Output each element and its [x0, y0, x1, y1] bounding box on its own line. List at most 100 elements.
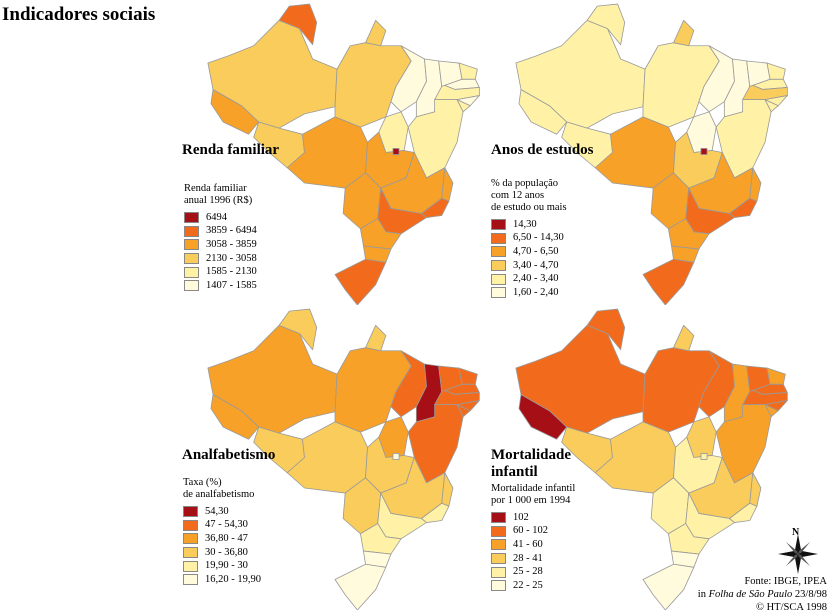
- state-ba: [407, 404, 464, 484]
- state-rs: [334, 563, 387, 610]
- legend-label: 22 - 25: [513, 579, 543, 591]
- state-group: [515, 3, 788, 305]
- legend-swatch: [183, 547, 198, 559]
- state-ap: [365, 324, 387, 352]
- legend-swatch: [491, 287, 506, 299]
- state-group: [207, 3, 480, 305]
- legend-title: % da população com 12 anos de estudo ou …: [491, 178, 567, 213]
- panel-title-renda-familiar: Renda familiar: [182, 142, 280, 158]
- legend-item: 16,20 - 19,90: [183, 573, 261, 587]
- legend-item: 3058 - 3859: [184, 238, 257, 252]
- legend-label: 1,60 - 2,40: [513, 286, 559, 298]
- legend-label: 2130 - 3058: [206, 252, 257, 264]
- page-title: Indicadores sociais: [2, 4, 156, 25]
- legend-item: 4,70 - 6,50: [491, 245, 567, 259]
- map-anos-de-estudos: [515, 3, 788, 305]
- legend-swatch: [491, 553, 506, 565]
- legend-swatch: [183, 533, 198, 545]
- legend-swatch: [491, 580, 506, 592]
- legend-label: 3859 - 6494: [206, 225, 257, 237]
- legend-swatch: [184, 280, 199, 292]
- legend-label: 25 - 28: [513, 566, 543, 578]
- legend-item: 2130 - 3058: [184, 252, 257, 266]
- state-ap: [673, 19, 695, 47]
- legend-swatch: [184, 225, 199, 237]
- legend-item: 25 - 28: [491, 565, 575, 579]
- legend-label: 6494: [206, 211, 227, 223]
- legend-swatch: [183, 560, 198, 572]
- legend-title: Mortalidade infantil por 1 000 em 1994: [491, 483, 576, 506]
- legend-item: 28 - 41: [491, 552, 575, 566]
- legend-item: 3859 - 6494: [184, 225, 257, 239]
- state-df: [392, 453, 400, 460]
- legend-swatch: [183, 506, 198, 518]
- legend-item: 2,40 - 3,40: [491, 272, 567, 286]
- map-analfabetismo: [207, 308, 480, 610]
- state-rr: [278, 3, 318, 46]
- state-ap: [673, 324, 695, 352]
- legend-swatch: [184, 253, 199, 265]
- state-rr: [278, 308, 318, 351]
- state-rn: [458, 62, 478, 80]
- legend-item: 1,60 - 2,40: [491, 286, 567, 300]
- legend-anos-de-estudos: % da população com 12 anos de estudo ou …: [491, 178, 567, 300]
- legend-swatch: [491, 566, 506, 578]
- source-line: Fonte: IBGE, IPEA: [744, 576, 827, 587]
- legend-swatch: [491, 512, 506, 524]
- state-ba: [715, 99, 772, 179]
- legend-label: 3058 - 3859: [206, 238, 257, 250]
- map-mortalidade-infantil: [515, 308, 788, 610]
- source-publication: Folha de São Paulo: [708, 589, 793, 600]
- legend-item: 41 - 60: [491, 538, 575, 552]
- legend-swatch: [491, 525, 506, 537]
- source-prefix: in: [697, 589, 709, 600]
- panel-title-mortalidade-infantil: Mortalidade infantil: [491, 447, 571, 480]
- legend-title: Taxa (%) de analfabetismo: [183, 477, 255, 500]
- legend-item: 1585 - 2130: [184, 265, 257, 279]
- state-ap: [365, 19, 387, 47]
- legend-item: 6494: [184, 211, 257, 225]
- legend-label: 36,80 - 47: [205, 532, 248, 544]
- state-rr: [586, 3, 626, 46]
- source-credit: Fonte: IBGE, IPEA in Folha de São Paulo …: [698, 575, 827, 614]
- legend-label: 16,20 - 19,90: [205, 573, 261, 585]
- state-df: [392, 148, 400, 155]
- legend-label: 47 - 54,30: [205, 519, 248, 531]
- legend-label: 102: [513, 511, 529, 523]
- legend-analfabetismo: Taxa (%) de analfabetismo 54,30 47 - 54,…: [183, 477, 261, 587]
- legend-label: 6,50 - 14,30: [513, 232, 564, 244]
- legend-label: 1407 - 1585: [206, 279, 257, 291]
- legend-swatch: [491, 232, 506, 244]
- legend-item: 19,90 - 30: [183, 559, 261, 573]
- legend-label: 14,30: [513, 218, 537, 230]
- legend-label: 3,40 - 4,70: [513, 259, 559, 271]
- source-line: in Folha de São Paulo 23/8/98: [698, 588, 827, 601]
- legend-item: 54,30: [183, 505, 261, 519]
- legend-label: 28 - 41: [513, 552, 543, 564]
- legend-swatch: [491, 273, 506, 285]
- legend-swatch: [184, 239, 199, 251]
- legend-label: 1585 - 2130: [206, 266, 257, 278]
- legend-swatch: [491, 219, 506, 231]
- legend-item: 3,40 - 4,70: [491, 259, 567, 273]
- legend-item: 36,80 - 47: [183, 532, 261, 546]
- state-ba: [715, 404, 772, 484]
- state-group: [515, 308, 788, 610]
- panel-title-anos-de-estudos: Anos de estudos: [491, 142, 594, 158]
- map-renda-familiar: [207, 3, 480, 305]
- legend-mortalidade-infantil: Mortalidade infantil por 1 000 em 1994 1…: [491, 483, 575, 593]
- source-date: 23/8/98: [792, 589, 827, 600]
- source-line: © HT/SCA 1998: [756, 602, 827, 613]
- panel-title-analfabetismo: Analfabetismo: [182, 447, 276, 463]
- state-rn: [766, 367, 786, 385]
- legend-swatch: [491, 260, 506, 272]
- legend-item: 6,50 - 14,30: [491, 232, 567, 246]
- state-rs: [642, 563, 695, 610]
- legend-label: 19,90 - 30: [205, 560, 248, 572]
- legend-item: 30 - 36,80: [183, 546, 261, 560]
- legend-swatch: [184, 212, 199, 224]
- legend-label: 2,40 - 3,40: [513, 273, 559, 285]
- legend-renda-familiar: Renda familiar anual 1996 (R$) 6494 3859…: [184, 183, 257, 293]
- compass-north-label: N: [792, 527, 800, 538]
- state-rn: [458, 367, 478, 385]
